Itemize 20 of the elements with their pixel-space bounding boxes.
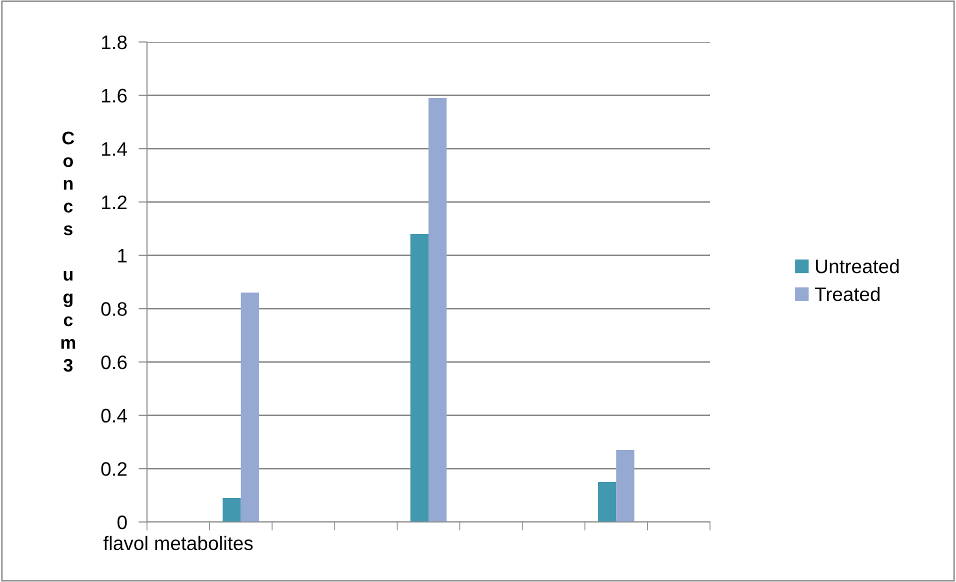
legend-label: Untreated: [816, 259, 899, 274]
y-tick-label: 1.8: [102, 35, 127, 50]
bar: [222, 498, 241, 522]
y-tick-label: 1.6: [102, 88, 127, 103]
y-tick-label: 1.2: [102, 195, 127, 210]
y-tick-label: 0.8: [101, 302, 127, 316]
legend-label: Treated: [814, 286, 880, 302]
bar: [598, 482, 616, 522]
y-tick-label: 1: [118, 249, 127, 262]
bar: [240, 292, 259, 522]
y-tick-label: 0.4: [101, 408, 127, 423]
bar: [410, 234, 428, 522]
x-tick-label: flavol metabolites: [103, 536, 253, 550]
y-tick-label: 0.6: [101, 355, 127, 370]
bar: [428, 98, 447, 522]
bar: [616, 450, 634, 522]
y-tick-label: 0.2: [101, 462, 127, 476]
y-tick-label: 0: [118, 515, 127, 530]
y-tick-label: 1.4: [102, 142, 127, 156]
text: Concs ugcm3: [61, 132, 76, 372]
